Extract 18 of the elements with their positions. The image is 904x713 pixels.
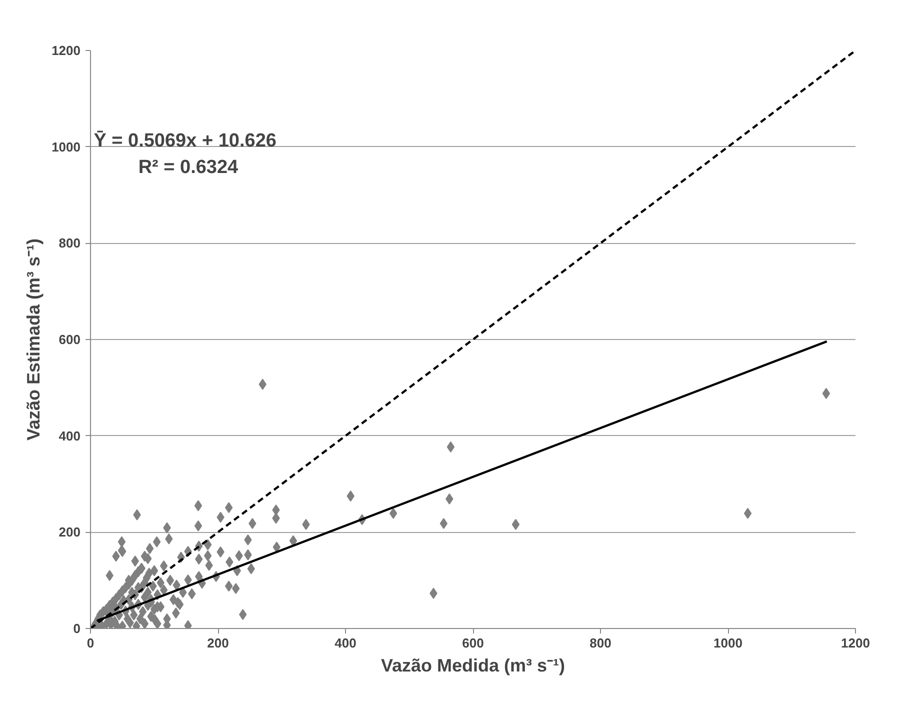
y-axis-title: Vazão Estimada (m³ s⁻¹) (24, 238, 44, 441)
y-tick-label: 400 (58, 428, 81, 444)
y-tick-label: 1200 (52, 43, 80, 58)
x-tick-label: 1200 (841, 636, 870, 650)
x-tick-label: 600 (462, 636, 484, 650)
x-tick-label: 200 (207, 636, 229, 650)
x-tick-label: 1000 (714, 636, 742, 650)
x-tick-label: 400 (334, 636, 356, 650)
y-tick-label: 800 (58, 236, 81, 251)
y-tick-label: 0 (73, 621, 81, 636)
x-tick-label: 800 (590, 636, 612, 650)
y-tick-label: 200 (58, 524, 81, 540)
annotation: Ȳ = 0.5069x + 10.626 (94, 130, 276, 152)
y-tick-label: 1000 (52, 139, 80, 154)
x-axis-title: Vazão Medida (m³ s⁻¹) (380, 656, 566, 676)
x-tick-label: 0 (86, 636, 94, 650)
annotation: R² = 0.6324 (138, 157, 239, 178)
y-tick-label: 600 (58, 332, 81, 347)
